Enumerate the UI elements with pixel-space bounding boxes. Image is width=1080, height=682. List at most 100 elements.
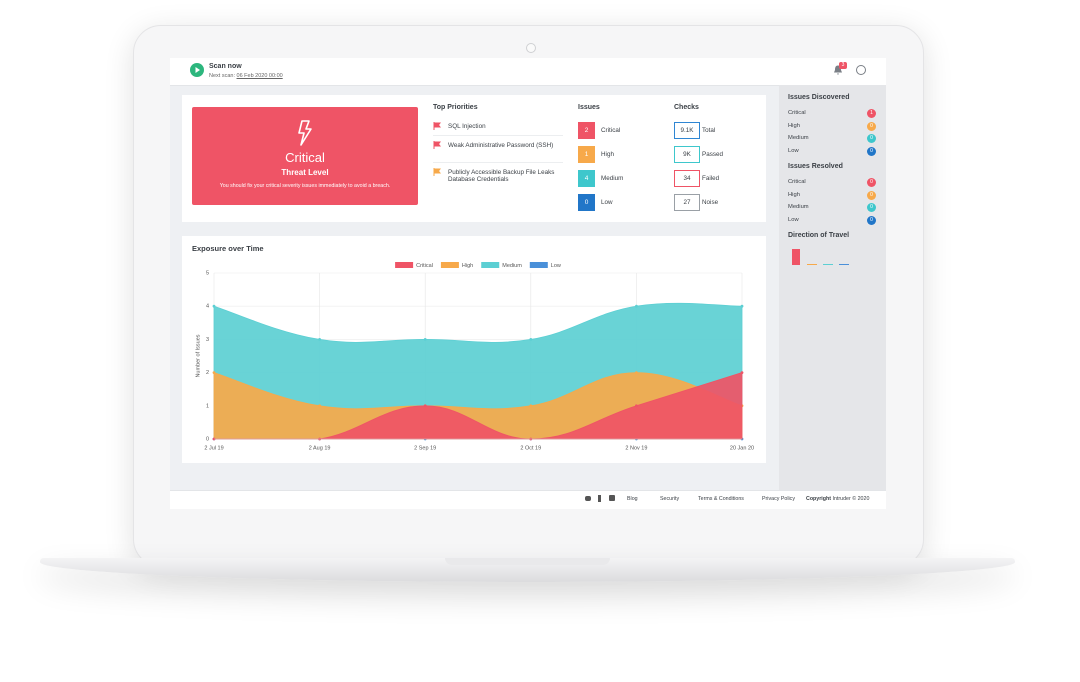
divider (433, 162, 563, 163)
check-label: Noise (702, 199, 719, 206)
issue-count: 0 (578, 194, 595, 211)
y-tick-label: 4 (206, 304, 209, 310)
social-icon[interactable] (598, 495, 601, 502)
legend-label: Low (551, 263, 561, 269)
top-bar (170, 58, 886, 86)
sidebar-count: 0 (867, 147, 876, 157)
threat-icon (298, 120, 312, 146)
y-axis-label: Number of Issues (195, 334, 201, 377)
footer-link[interactable]: Terms & Conditions (698, 496, 744, 502)
social-icon[interactable] (585, 496, 591, 501)
play-icon (195, 67, 200, 73)
issue-label: Critical (601, 127, 621, 134)
check-count: 34 (674, 170, 700, 187)
discovered-title: Issues Discovered (788, 94, 850, 101)
flag (433, 122, 441, 130)
data-point (212, 304, 216, 308)
legend-swatch (440, 262, 459, 268)
sidebar-count: 0 (867, 216, 876, 226)
sidebar-label: Low (788, 148, 799, 155)
check-label: Failed (702, 175, 720, 182)
chart: Exposure over Time Number of Issues 0 1 2 3… (192, 244, 754, 451)
y-tick-label: 5 (206, 270, 209, 276)
base-notch (445, 558, 610, 565)
data-point (529, 404, 533, 408)
copyright: Copyright Intruder © 2020 (806, 496, 869, 502)
profile-icon[interactable] (856, 65, 866, 75)
x-tick-label: 2 Nov 19 (625, 445, 647, 451)
x-tick-label: 2 Oct 19 (520, 445, 541, 451)
issue-label: Medium (601, 175, 624, 182)
sidebar-count: 0 (867, 190, 876, 200)
sidebar-label: Critical (788, 110, 806, 116)
chart-title: Exposure over Time (192, 244, 264, 253)
sidebar-count: 0 (867, 121, 876, 131)
threat-box (192, 107, 418, 205)
footer-link[interactable]: Blog (627, 496, 638, 502)
y-tick-label: 2 (206, 370, 209, 376)
direction-title: Direction of Travel (788, 232, 850, 239)
flag (433, 168, 441, 176)
x-tick-label: 2 Sep 19 (414, 445, 436, 451)
issue-count: 1 (578, 146, 595, 163)
next-scan-label: Next scan: (209, 73, 235, 79)
camera (526, 43, 536, 53)
direction-bar (807, 264, 817, 265)
issue-count: 2 (578, 122, 595, 139)
legend-swatch (395, 262, 414, 268)
direction-bar (839, 264, 849, 265)
checks-title: Checks (674, 104, 699, 111)
y-tick-label: 3 (206, 337, 209, 343)
threat-label: Threat Level (281, 168, 329, 177)
sidebar-count: 0 (867, 203, 876, 213)
sidebar-label: Critical (788, 179, 806, 185)
sidebar-label: High (788, 122, 800, 129)
priority-item[interactable]: Weak Administrative Password (SSH) (448, 142, 554, 149)
social-icon[interactable] (609, 495, 615, 501)
sidebar-count: 0 (867, 134, 876, 144)
scan-now[interactable]: Scan now (209, 63, 242, 70)
x-tick-label: 20 Jan 20 (730, 445, 754, 451)
flag (433, 141, 441, 149)
legend-swatch (481, 262, 500, 268)
legend-label: High (462, 263, 473, 269)
footer-link[interactable]: Security (660, 496, 680, 502)
legend-label: Critical (416, 263, 433, 269)
divider (433, 135, 563, 136)
data-point (740, 371, 744, 374)
check-count: 9.1K (674, 122, 700, 139)
legend-swatch (529, 262, 548, 268)
sidebar-label: Medium (788, 135, 809, 142)
priority-item[interactable]: SQL Injection (448, 123, 486, 130)
priorities-title: Top Priorities (433, 104, 478, 111)
notification-badge: 3 (839, 62, 847, 69)
check-label: Passed (702, 151, 724, 158)
priority-item[interactable]: Publicly Accessible Backup File Leaks Da… (448, 169, 555, 184)
threat-level: Critical (285, 150, 325, 165)
data-point (423, 338, 427, 341)
sidebar (779, 85, 886, 490)
issue-label: Low (601, 199, 613, 206)
data-point (635, 404, 638, 408)
data-point (635, 304, 638, 308)
next-scan-date[interactable]: 06 Feb 2020 00:00 (236, 73, 283, 79)
data-point (318, 338, 321, 341)
direction-bar (792, 249, 800, 265)
y-tick-label: 0 (206, 436, 209, 442)
sidebar-label: Medium (788, 204, 809, 211)
issue-label: High (601, 151, 614, 158)
sidebar-label: Low (788, 217, 799, 224)
data-point (635, 371, 638, 374)
footer-bar (170, 490, 886, 509)
sidebar-count: 0 (867, 178, 876, 187)
footer-link[interactable]: Privacy Policy (762, 496, 795, 502)
check-label: Total (702, 127, 716, 134)
issues-title: Issues (578, 104, 600, 111)
copyright-text: Intruder © 2020 (832, 496, 870, 502)
data-point (529, 338, 533, 341)
data-point (318, 404, 321, 408)
data-point (212, 371, 216, 374)
check-count: 27 (674, 194, 700, 211)
check-count: 9K (674, 146, 700, 163)
